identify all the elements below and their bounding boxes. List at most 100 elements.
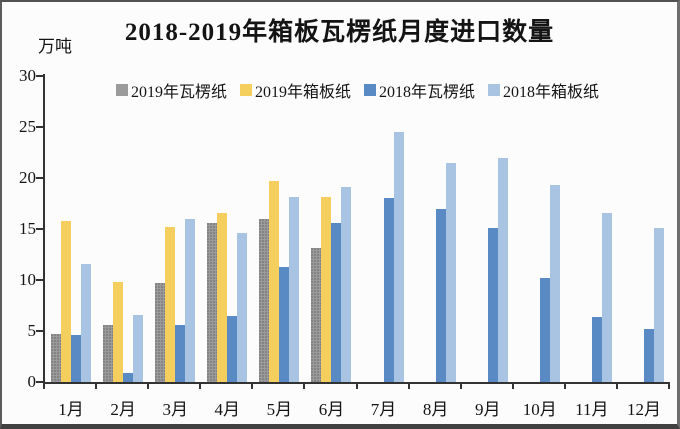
y-axis xyxy=(43,74,45,382)
x-category-label: 2月 xyxy=(110,400,136,419)
bar-2018年瓦楞纸-3月 xyxy=(175,324,186,382)
x-axis-tick xyxy=(355,382,358,389)
bar-2019年瓦楞纸-2月 xyxy=(103,324,114,382)
x-axis-tick xyxy=(459,382,462,389)
bar-2018年瓦楞纸-4月 xyxy=(227,315,238,382)
bar-group xyxy=(618,76,670,382)
bar-2019年箱板纸-5月 xyxy=(269,181,280,382)
bar-2018年瓦楞纸-6月 xyxy=(331,222,342,382)
bar-2018年瓦楞纸-12月 xyxy=(643,328,654,382)
y-tick-label: 0 xyxy=(27,372,37,391)
x-category-label: 4月 xyxy=(214,400,241,419)
y-tick-label: 30 xyxy=(19,66,36,85)
bar-group xyxy=(149,76,201,382)
bar-group xyxy=(97,76,149,382)
y-axis-tick xyxy=(36,279,43,281)
bar-group xyxy=(566,76,618,382)
bar-2019年箱板纸-1月 xyxy=(61,220,72,382)
x-axis-tick xyxy=(251,382,254,389)
legend-swatch-icon xyxy=(364,84,376,96)
y-axis-unit-label: 万吨 xyxy=(38,37,72,56)
y-tick-label: 5 xyxy=(27,321,37,340)
bar-2018年箱板纸-3月 xyxy=(185,218,196,382)
bar-2018年瓦楞纸-8月 xyxy=(435,208,446,382)
bar-2018年箱板纸-5月 xyxy=(289,197,300,382)
x-axis-tick xyxy=(668,382,670,389)
y-tick-label: 10 xyxy=(19,270,36,289)
bar-2018年瓦楞纸-7月 xyxy=(383,198,394,382)
x-axis-tick xyxy=(147,382,150,389)
x-category-label: 6月 xyxy=(318,400,345,419)
bar-2018年瓦楞纸-10月 xyxy=(539,277,550,382)
bar-2018年箱板纸-7月 xyxy=(393,132,404,382)
bar-group xyxy=(45,76,97,382)
y-axis-tick xyxy=(36,126,43,128)
bar-2018年瓦楞纸-2月 xyxy=(123,372,134,382)
bar-2018年箱板纸-2月 xyxy=(133,314,144,382)
x-category-label: 7月 xyxy=(370,400,397,419)
bar-2019年箱板纸-3月 xyxy=(165,226,176,382)
y-axis-tick xyxy=(36,330,43,332)
bar-2018年箱板纸-8月 xyxy=(445,162,456,382)
bar-2018年箱板纸-6月 xyxy=(341,187,352,382)
chart-title: 2018-2019年箱板瓦楞纸月度进口数量 xyxy=(124,19,555,46)
x-axis-tick xyxy=(95,382,98,389)
x-category-label: 5月 xyxy=(266,400,293,419)
x-axis-tick xyxy=(199,382,202,389)
bar-group xyxy=(305,76,357,382)
legend-label: 2019年瓦楞纸 xyxy=(130,84,227,101)
x-axis-tick xyxy=(563,382,566,389)
x-category-label: 3月 xyxy=(162,400,188,419)
bar-2018年箱板纸-11月 xyxy=(601,212,612,382)
legend-item: 2018年瓦楞纸 xyxy=(364,78,475,102)
bar-2019年瓦楞纸-4月 xyxy=(207,222,218,382)
bar-2019年箱板纸-2月 xyxy=(113,282,124,382)
legend-label: 2018年箱板纸 xyxy=(503,84,600,101)
x-axis-tick xyxy=(511,382,514,389)
y-axis-tick xyxy=(36,381,43,383)
legend-label: 2018年瓦楞纸 xyxy=(379,84,476,101)
bar-group xyxy=(358,76,410,382)
y-tick-label: 20 xyxy=(19,168,36,187)
bar-2018年箱板纸-9月 xyxy=(497,157,508,382)
bar-2019年箱板纸-4月 xyxy=(217,212,228,382)
legend-swatch-icon xyxy=(488,84,501,96)
bar-2019年箱板纸-6月 xyxy=(321,197,332,382)
legend-item: 2018年箱板纸 xyxy=(488,78,599,102)
y-axis-tick xyxy=(36,75,43,77)
bar-2019年瓦楞纸-6月 xyxy=(311,248,322,382)
legend-item: 2019年瓦楞纸 xyxy=(115,78,227,102)
x-axis-tick xyxy=(615,382,618,389)
y-tick-label: 15 xyxy=(19,219,36,238)
legend: 2019年瓦楞纸 2019年箱板纸 2018年瓦楞纸 2018年箱板纸 xyxy=(45,78,670,102)
legend-item: 2019年箱板纸 xyxy=(239,78,351,102)
x-category-label: 9月 xyxy=(474,400,501,419)
bar-2018年瓦楞纸-9月 xyxy=(487,227,498,382)
bar-2018年箱板纸-12月 xyxy=(653,227,664,382)
bar-group xyxy=(410,76,462,382)
x-axis-tick xyxy=(407,382,410,389)
bar-group xyxy=(201,76,253,382)
bar-2018年箱板纸-4月 xyxy=(237,233,248,382)
bar-group xyxy=(462,76,514,382)
bar-2018年瓦楞纸-11月 xyxy=(591,316,602,382)
x-axis-tick xyxy=(43,382,45,389)
bar-2018年箱板纸-1月 xyxy=(81,263,92,382)
bar-2019年瓦楞纸-3月 xyxy=(155,283,166,382)
x-category-label: 11月 xyxy=(575,400,609,419)
bar-2019年瓦楞纸-1月 xyxy=(51,334,62,382)
bar-group xyxy=(514,76,566,382)
bar-2018年箱板纸-10月 xyxy=(549,185,560,382)
x-category-label: 1月 xyxy=(58,400,84,419)
y-tick-label: 25 xyxy=(19,117,36,136)
y-axis-tick xyxy=(36,228,43,230)
legend-swatch-icon xyxy=(115,84,128,96)
x-category-label: 12月 xyxy=(626,400,661,419)
x-axis-tick xyxy=(303,382,306,389)
y-axis-tick xyxy=(36,177,43,179)
x-category-label: 10月 xyxy=(522,400,557,419)
legend-label: 2019年箱板纸 xyxy=(254,84,351,101)
legend-swatch-icon xyxy=(239,84,252,96)
x-category-label: 8月 xyxy=(422,400,449,419)
